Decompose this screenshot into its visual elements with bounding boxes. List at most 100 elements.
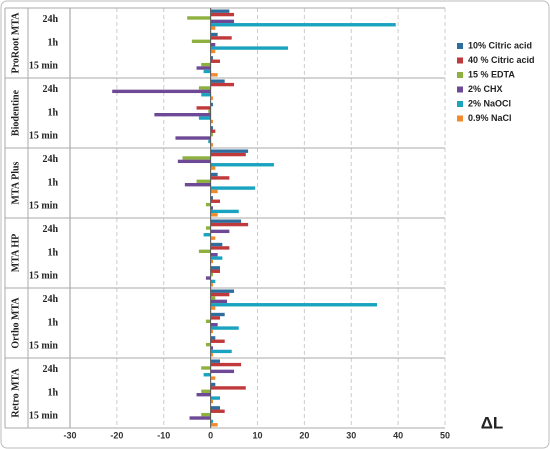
bar [210, 36, 232, 40]
bar [210, 96, 213, 100]
x-tick-label: 30 [346, 430, 356, 440]
bar [210, 406, 220, 410]
bar [210, 256, 223, 260]
bar [210, 323, 218, 327]
bar [198, 249, 211, 253]
y-tick-label: 1h [47, 37, 58, 48]
bar [196, 106, 211, 110]
bar [210, 349, 232, 354]
bar [210, 409, 225, 413]
legend-label: 2% NaOCl [468, 98, 511, 108]
legend-swatch [457, 115, 463, 122]
bar [210, 149, 249, 153]
y-tick-label: 1h [47, 177, 58, 188]
bar [198, 116, 211, 120]
x-tick-label: -10 [157, 430, 170, 440]
legend-swatch [457, 101, 463, 107]
bar [210, 79, 225, 83]
bar [210, 396, 220, 400]
y-tick-label: 15 min [29, 341, 59, 352]
bar [191, 39, 211, 43]
bar [210, 229, 230, 234]
bar [210, 19, 235, 24]
bar [210, 266, 220, 270]
bar [210, 242, 223, 247]
bar [210, 299, 228, 304]
bar [210, 369, 235, 374]
y-tick-label: 1h [47, 247, 58, 258]
legend-label: 15 % EDTA [468, 69, 515, 79]
bar [210, 326, 239, 330]
bar [210, 423, 218, 427]
bar [196, 66, 211, 70]
bar [210, 166, 216, 170]
bar [210, 292, 230, 297]
bar [210, 23, 396, 27]
bar [210, 222, 249, 227]
bar [210, 296, 216, 300]
legend-label: 0.9% NaCl [468, 113, 512, 123]
bar [205, 226, 211, 230]
legend-label: 2% CHX [468, 84, 503, 94]
x-tick-label: 0 [208, 430, 213, 440]
x-tick-label: 10 [252, 430, 262, 440]
bar [210, 186, 256, 190]
bar [205, 342, 211, 347]
bar [210, 283, 213, 287]
bar [210, 399, 213, 404]
bar [208, 139, 211, 144]
bar [210, 353, 213, 357]
bar [182, 156, 211, 160]
bar [210, 206, 213, 210]
bar [184, 183, 211, 187]
y-tick-label: 15 min [29, 411, 59, 422]
legend-swatch [457, 57, 463, 64]
y-tick-label: 15 min [29, 201, 59, 212]
bar [198, 86, 211, 90]
bar [210, 219, 242, 223]
bar [177, 159, 211, 164]
group-label: ProRoot MTA [10, 12, 21, 74]
legend-label: 40 % Citric acid [468, 55, 535, 65]
bar [210, 126, 213, 130]
bar [210, 49, 216, 54]
bar [205, 202, 211, 207]
bar [210, 213, 218, 217]
x-tick-label: -30 [63, 430, 76, 440]
y-tick-label: 24h [42, 294, 58, 305]
bar [201, 412, 211, 417]
bar [210, 43, 216, 47]
x-tick-label: 50 [440, 430, 450, 440]
legend-label: 10% Citric acid [468, 40, 532, 50]
bar [210, 419, 213, 424]
bar [210, 32, 218, 37]
bar [210, 246, 230, 250]
x-axis-label: ΔL [481, 413, 504, 432]
bar [210, 12, 235, 17]
y-tick-label: 24h [42, 154, 58, 165]
y-tick-label: 24h [42, 14, 58, 25]
bar [210, 376, 216, 380]
bar [210, 312, 225, 317]
bar [210, 129, 216, 133]
bar [203, 373, 211, 377]
bar [189, 416, 211, 420]
bar [210, 269, 220, 273]
legend-swatch [457, 43, 463, 49]
y-tick-label: 15 min [29, 61, 59, 72]
bar [175, 136, 211, 140]
bar [210, 143, 213, 147]
bar [210, 259, 213, 264]
bar [210, 26, 216, 30]
bar [210, 272, 213, 277]
y-tick-label: 24h [42, 84, 58, 95]
bar [210, 46, 288, 50]
y-tick-label: 1h [47, 107, 58, 118]
bar [210, 56, 213, 60]
bar [210, 359, 220, 363]
legend-swatch [457, 86, 463, 93]
bar [187, 16, 211, 20]
bar [112, 89, 211, 94]
